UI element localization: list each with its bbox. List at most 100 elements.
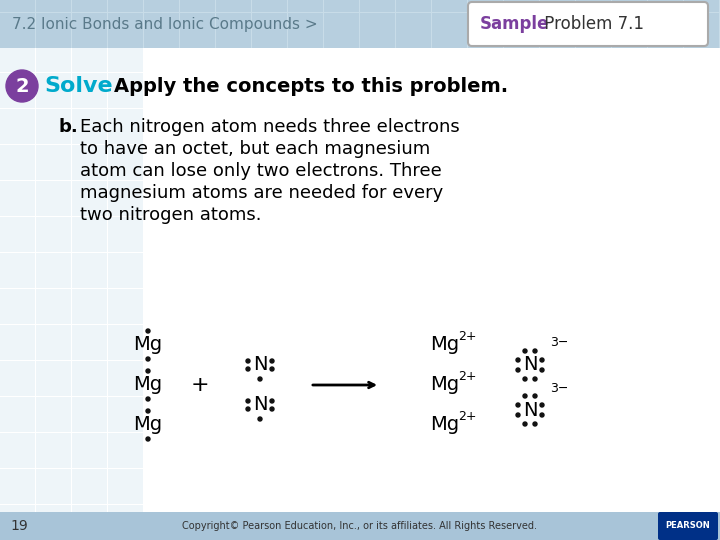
Text: Mg: Mg [133,375,163,395]
Bar [36,73,71,108]
Bar [0,109,35,144]
Bar [36,217,71,252]
Text: N: N [523,355,537,375]
Bar [0,361,35,396]
Circle shape [270,367,274,371]
Text: N: N [253,395,267,415]
Bar [0,325,35,360]
Bar [0,253,35,288]
Bar [540,0,575,12]
Circle shape [540,413,544,417]
Bar [72,37,107,72]
Bar [108,0,143,12]
Bar [72,253,107,288]
Circle shape [246,367,250,371]
Circle shape [523,394,527,398]
Text: Sample: Sample [480,15,549,33]
Text: 2+: 2+ [458,370,477,383]
Bar [360,0,395,12]
Bar [108,469,143,504]
Circle shape [270,407,274,411]
Bar [36,433,71,468]
Bar [36,109,71,144]
Circle shape [533,349,537,353]
Circle shape [533,394,537,398]
Bar [0,13,35,48]
Text: Mg: Mg [430,415,459,435]
Text: two nitrogen atoms.: two nitrogen atoms. [80,206,261,224]
Bar [180,0,215,12]
FancyBboxPatch shape [468,2,708,46]
Circle shape [516,368,520,372]
Bar [108,181,143,216]
Bar [396,13,431,48]
Text: N: N [523,401,537,420]
Text: Mg: Mg [133,415,163,435]
Bar [0,433,35,468]
Bar [72,145,107,180]
Bar [72,325,107,360]
Bar [0,505,35,540]
Circle shape [246,399,250,403]
Bar [72,73,107,108]
Bar [108,73,143,108]
Bar [108,289,143,324]
Bar [144,13,179,48]
Bar [108,37,143,72]
Bar [72,505,107,540]
Bar [36,397,71,432]
Bar [0,0,35,12]
Circle shape [523,349,527,353]
Bar [0,397,35,432]
Text: 2: 2 [15,77,29,96]
Text: Mg: Mg [430,375,459,395]
Bar [36,289,71,324]
Bar [684,0,719,12]
Text: Problem 7.1: Problem 7.1 [539,15,644,33]
Circle shape [146,397,150,401]
Text: +: + [191,375,210,395]
Bar [288,13,323,48]
Text: 19: 19 [10,519,28,533]
Bar [468,13,503,48]
Circle shape [533,422,537,426]
Bar [36,37,71,72]
Bar [36,181,71,216]
Bar [72,469,107,504]
Bar [72,217,107,252]
Bar [108,217,143,252]
Bar [108,361,143,396]
Bar [504,0,539,12]
FancyBboxPatch shape [0,0,720,48]
Bar [72,0,107,12]
Text: 3−: 3− [550,381,568,395]
Text: magnesium atoms are needed for every: magnesium atoms are needed for every [80,184,444,202]
Circle shape [146,369,150,373]
Text: 2+: 2+ [458,330,477,343]
Bar [72,433,107,468]
Bar [36,325,71,360]
Text: Solve: Solve [44,76,112,96]
Circle shape [540,358,544,362]
Bar [36,145,71,180]
Bar [216,13,251,48]
Bar [72,13,107,48]
Bar [72,289,107,324]
Bar [108,145,143,180]
Bar [648,0,683,12]
Bar [0,181,35,216]
Text: Mg: Mg [133,335,163,354]
Circle shape [146,437,150,441]
Bar [108,433,143,468]
Bar [72,361,107,396]
Circle shape [523,377,527,381]
Text: Each nitrogen atom needs three electrons: Each nitrogen atom needs three electrons [80,118,460,136]
Bar [504,13,539,48]
Bar [540,13,575,48]
Circle shape [516,403,520,407]
Circle shape [258,417,262,421]
Bar [324,0,359,12]
Bar [288,0,323,12]
Bar [0,289,35,324]
Circle shape [246,359,250,363]
